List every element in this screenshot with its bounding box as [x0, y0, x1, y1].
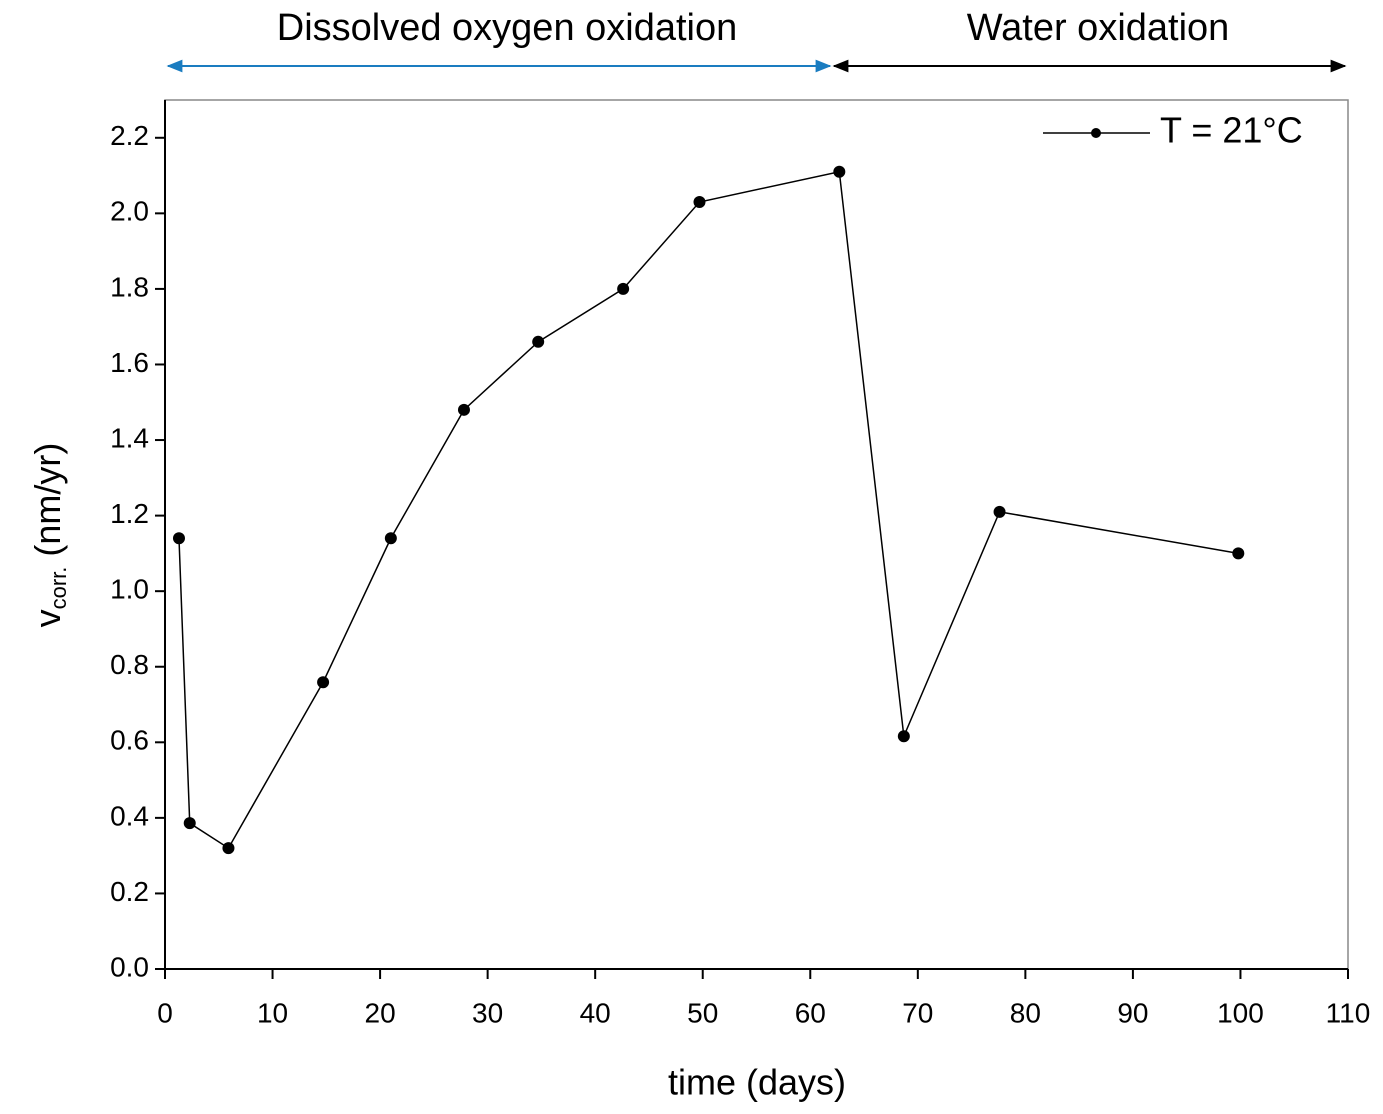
- x-tick-label: 10: [257, 997, 288, 1028]
- x-tick-label: 70: [902, 997, 933, 1028]
- y-symbol: v: [27, 609, 68, 627]
- x-tick-label: 110: [1326, 997, 1371, 1028]
- data-point: [384, 532, 397, 545]
- y-tick-label: 0.8: [110, 649, 149, 680]
- y-unit: (nm/yr): [27, 443, 68, 557]
- legend-label: T = 21°C: [1160, 110, 1303, 151]
- data-point: [833, 165, 846, 178]
- x-tick-label: 40: [580, 997, 611, 1028]
- x-tick-label: 80: [1010, 997, 1041, 1028]
- data-point: [897, 730, 910, 743]
- y-tick-label: 0.2: [110, 876, 149, 907]
- data-point: [183, 817, 196, 830]
- data-point: [532, 335, 545, 348]
- x-axis-title: time (days): [668, 1062, 846, 1103]
- y-tick-label: 1.0: [110, 574, 149, 605]
- y-tick-label: 2.2: [110, 120, 149, 151]
- data-point: [172, 532, 185, 545]
- x-tick-label: 30: [472, 997, 503, 1028]
- annotation: Dissolved oxygen oxidation: [277, 7, 738, 49]
- x-tick-label: 0: [157, 997, 173, 1028]
- legend-marker: [1091, 128, 1101, 138]
- y-tick-label: 0.6: [110, 725, 149, 756]
- y-axis-title: vcorr. (nm/yr): [27, 443, 71, 628]
- data-point: [457, 403, 470, 416]
- y-tick-label: 1.4: [110, 422, 149, 453]
- x-tick-label: 20: [365, 997, 396, 1028]
- data-point: [222, 842, 235, 855]
- annotation: Water oxidation: [967, 7, 1230, 49]
- y-tick-label: 2.0: [110, 196, 149, 227]
- y-tick-label: 0.4: [110, 800, 149, 831]
- y-tick-label: 1.6: [110, 347, 149, 378]
- x-tick-label: 50: [687, 997, 718, 1028]
- plot-frame: [164, 99, 1349, 970]
- y-tick-label: 1.8: [110, 271, 149, 302]
- data-point: [1232, 547, 1245, 560]
- data-point: [317, 676, 330, 689]
- data-point: [693, 196, 706, 209]
- data-point: [617, 282, 630, 295]
- series-line: [178, 170, 1239, 850]
- y-tick-label: 0.0: [110, 951, 149, 982]
- x-tick-label: 100: [1217, 997, 1264, 1028]
- y-tick-label: 1.2: [110, 498, 149, 529]
- x-tick-label: 90: [1117, 997, 1148, 1028]
- y-subscript: corr.: [46, 567, 71, 610]
- x-tick-label: 60: [795, 997, 826, 1028]
- data-point: [993, 505, 1006, 518]
